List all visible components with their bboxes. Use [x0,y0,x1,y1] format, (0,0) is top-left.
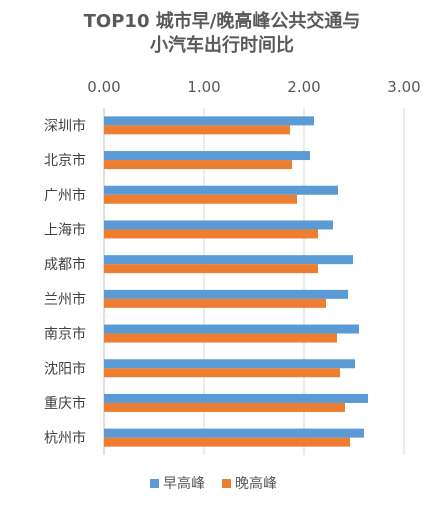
bar [104,185,338,195]
bar [104,264,318,274]
bar [104,220,333,230]
bar [104,324,359,334]
legend-swatch [222,479,231,488]
x-tick-label: 1.00 [187,78,220,96]
bar [104,368,340,378]
legend-swatch [150,479,159,488]
legend-entry: 晚高峰 [235,475,277,492]
x-tick-label: 2.00 [287,78,320,96]
category-label: 杭州市 [44,430,86,447]
bar [104,359,355,369]
category-label: 成都市 [44,256,86,273]
bar [104,116,314,126]
legend-entry: 早高峰 [163,475,205,492]
bar [104,125,290,135]
category-label: 南京市 [44,326,86,343]
category-label: 深圳市 [44,117,86,134]
chart-title-line-1: TOP10 城市早/晚高峰公共交通与 [83,11,361,32]
bar [104,151,310,161]
bar [104,160,292,170]
bar [104,333,337,343]
bar [104,289,348,299]
bar [104,428,364,438]
x-tick-label: 3.00 [387,78,420,96]
category-label: 广州市 [44,187,86,204]
category-label: 北京市 [44,152,86,169]
chart-title-line-2: 小汽车出行时间比 [150,35,294,56]
category-label: 上海市 [44,221,86,238]
bar [104,437,350,447]
bar [104,194,297,204]
category-label: 沈阳市 [44,360,86,377]
bar [104,402,345,412]
bar [104,298,326,308]
bar [104,255,353,265]
bar [104,229,318,239]
category-label: 兰州市 [44,291,86,308]
category-label: 重庆市 [44,395,86,412]
bar [104,393,368,403]
chart-title: TOP10 城市早/晚高峰公共交通与 小汽车出行时间比 [0,10,444,58]
x-tick-label: 0.00 [87,78,120,96]
